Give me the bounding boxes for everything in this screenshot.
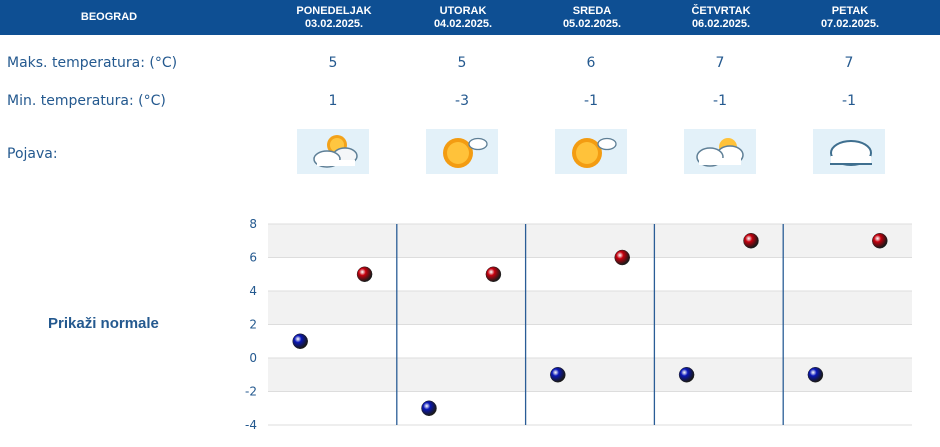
grid-band [268,324,912,358]
min-temp-value: -1 [842,93,856,109]
max-temp-value: 7 [715,55,725,71]
mostly-sunny-icon [555,129,627,174]
day-date: 06.02.2025. [691,18,751,30]
y-tick-label: -2 [245,385,257,399]
min-temp-point [292,333,308,349]
day-date: 05.02.2025. [562,18,622,30]
day-header: SREDA 05.02.2025. [548,0,636,35]
grid-band [268,391,912,425]
max-temp-point [614,249,630,266]
day-name: PETAK [831,5,869,17]
day-name: ČETVRTAK [691,5,751,17]
day-name: PONEDELJAK [296,5,372,17]
y-tick-label: 0 [249,351,257,365]
min-temp-label: Min. temperatura: (°C) [7,93,166,109]
min-temp-point [421,400,437,416]
grid-band [268,291,912,325]
partly-cloudy-icon [297,129,369,174]
max-temp-point [356,266,373,282]
y-tick-label: -4 [245,418,257,432]
day-header: PETAK 07.02.2025. [806,0,894,35]
day-header: ČETVRTAK 06.02.2025. [677,0,765,35]
max-temp-point [485,266,502,282]
max-temp-label: Maks. temperatura: (°C) [7,55,178,71]
max-temp-value: 5 [328,55,338,71]
max-temp-value: 6 [586,55,596,71]
grid-band [268,358,912,392]
day-name: SREDA [572,5,612,17]
min-temp-value: 1 [328,93,338,109]
max-temp-value: 7 [844,55,854,71]
y-tick-label: 2 [249,318,257,332]
clouds-with-sun-icon [684,129,756,174]
min-temp-value: -1 [584,93,598,109]
y-tick-label: 6 [249,251,257,265]
grid-band [268,224,912,258]
day-date: 03.02.2025. [304,18,364,30]
max-temp-point [872,233,888,249]
phenomenon-label: Pojava: [7,146,58,162]
min-temp-point [807,367,824,383]
city-name: BEOGRAD [80,11,138,23]
day-date: 07.02.2025. [820,18,880,30]
min-temp-value: -3 [455,93,469,109]
min-temp-value: -1 [713,93,727,109]
day-date: 04.02.2025. [433,18,493,30]
max-temp-value: 5 [457,55,467,71]
max-temp-point [743,233,759,249]
y-tick-label: 8 [249,217,257,231]
day-header: PONEDELJAK 03.02.2025. [290,0,378,35]
min-temp-point [678,367,695,383]
day-header: UTORAK 04.02.2025. [419,0,507,35]
mostly-sunny-icon [426,129,498,174]
forecast-header: BEOGRAD PONEDELJAK 03.02.2025. UTORAK 04… [0,0,940,35]
y-tick-label: 4 [249,284,257,298]
day-name: UTORAK [439,5,487,17]
show-normals-link[interactable]: Prikaži normale [48,315,159,332]
cloudy-icon [813,129,885,174]
grid-band [268,257,912,291]
min-temp-point [550,367,566,383]
